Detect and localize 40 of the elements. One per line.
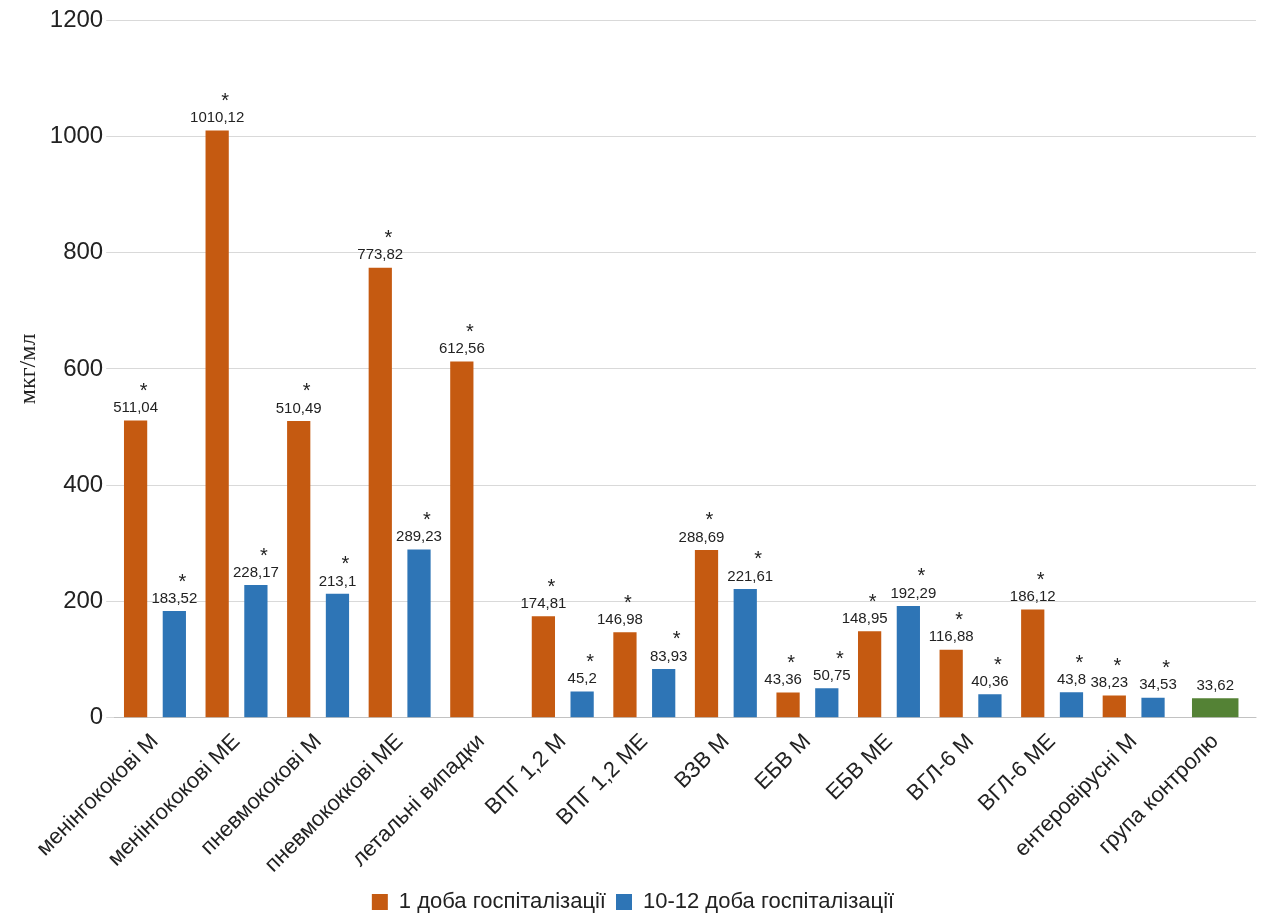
bar bbox=[1102, 695, 1126, 718]
bar bbox=[694, 549, 719, 718]
x-tick-label: ВЗВ М bbox=[669, 728, 734, 793]
bar bbox=[815, 688, 839, 718]
bar bbox=[1191, 698, 1239, 718]
bar bbox=[205, 130, 229, 718]
bar bbox=[896, 605, 920, 718]
y-tick-label: 600 bbox=[63, 353, 104, 381]
bar bbox=[1059, 692, 1084, 718]
y-tick-label: 1200 bbox=[49, 4, 104, 32]
bar bbox=[939, 649, 963, 718]
y-tick-label: 1000 bbox=[49, 120, 104, 148]
bar bbox=[733, 588, 757, 718]
y-tick-label: 200 bbox=[63, 586, 104, 614]
bar bbox=[162, 611, 186, 718]
y-axis-title: мкг/мл bbox=[13, 333, 40, 405]
y-tick-label: 800 bbox=[63, 237, 104, 265]
bar bbox=[123, 420, 148, 718]
data-label: 33,62 bbox=[1196, 675, 1234, 693]
bar bbox=[325, 593, 350, 718]
legend-label: 10-12 доба госпіталізації bbox=[642, 888, 895, 914]
legend-label: 1 доба госпіталізації bbox=[398, 888, 606, 914]
bar bbox=[570, 691, 594, 718]
bar bbox=[531, 616, 556, 718]
bar bbox=[407, 549, 431, 718]
bar bbox=[450, 361, 474, 718]
bar bbox=[858, 631, 882, 718]
bar bbox=[978, 694, 1002, 718]
bar bbox=[287, 420, 311, 718]
bar bbox=[652, 668, 676, 718]
bar bbox=[1141, 697, 1165, 718]
bar bbox=[613, 632, 637, 718]
data-label: 1010,12 bbox=[190, 108, 245, 126]
bar bbox=[1021, 609, 1045, 718]
bar bbox=[244, 585, 268, 718]
bar bbox=[776, 692, 800, 718]
y-tick-label: 0 bbox=[89, 702, 104, 730]
bar bbox=[368, 267, 392, 718]
annotation: * bbox=[221, 88, 230, 111]
y-tick-label: 400 bbox=[63, 469, 104, 497]
